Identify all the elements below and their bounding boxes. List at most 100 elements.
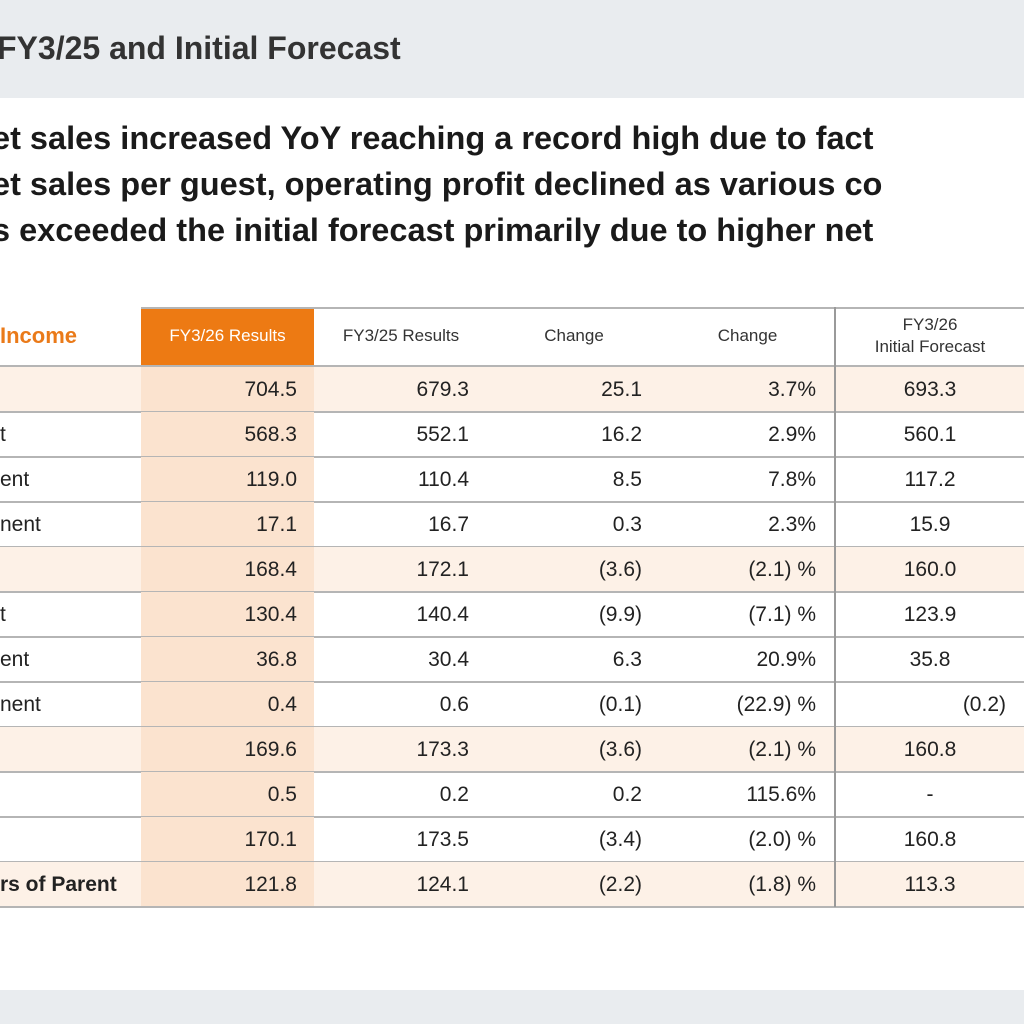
cell-forecast: 35.8 — [909, 647, 951, 671]
row-label: nent — [0, 512, 41, 536]
cell-change-percent: 20.9% — [756, 647, 816, 671]
cell-fy26: 704.5 — [141, 367, 314, 412]
cell-forecast: 15.9 — [909, 512, 951, 536]
row-divider — [0, 411, 1024, 413]
cell-change-amount: 8.5 — [612, 467, 642, 491]
cell-fy26: 568.3 — [141, 412, 314, 457]
section-label: Income — [0, 323, 78, 348]
header-divider — [0, 365, 1024, 367]
cell-forecast: 113.3 — [904, 872, 956, 896]
cell-forecast: 160.0 — [903, 557, 957, 581]
cell-fy25: 0.6 — [439, 692, 469, 716]
cell-fy26: 168.4 — [141, 547, 314, 592]
row-divider — [0, 501, 1024, 503]
row-label — [0, 547, 140, 592]
row-divider — [0, 771, 1024, 773]
row-divider — [0, 816, 1024, 818]
cell-change-percent: 2.3% — [768, 512, 816, 536]
row-label: rs of Parent — [0, 872, 117, 896]
cell-change-percent: 7.8% — [768, 467, 816, 491]
cell-forecast: 160.8 — [903, 827, 957, 851]
cell-change-percent: (22.9) % — [736, 692, 816, 716]
row-divider — [0, 681, 1024, 683]
header-fy25-results: FY3/25 Results — [342, 326, 460, 345]
row-label: ent — [0, 467, 30, 491]
row-label: ent — [0, 647, 30, 671]
cell-change-amount: 0.3 — [612, 512, 642, 536]
cell-fy25: 552.1 — [416, 422, 469, 446]
row-divider — [0, 456, 1024, 458]
cell-change-percent: 3.7% — [768, 377, 816, 401]
header-forecast-line2: Initial Forecast — [874, 337, 986, 356]
cell-change-percent: (2.1) % — [748, 557, 816, 581]
cell-forecast: 123.9 — [903, 602, 957, 626]
row-label — [0, 817, 140, 862]
row-divider — [0, 591, 1024, 593]
cell-fy25: 172.1 — [416, 557, 469, 581]
cell-fy25: 173.3 — [416, 737, 469, 761]
header-fy26-results: FY3/26 Results — [141, 307, 314, 365]
header-initial-forecast: FY3/26 Initial Forecast — [836, 307, 1024, 365]
summary-line: et sales per guest, operating profit dec… — [0, 166, 883, 202]
cell-change-percent: (1.8) % — [748, 872, 816, 896]
forecast-divider — [834, 307, 836, 907]
cell-forecast: 117.2 — [904, 467, 956, 491]
cell-change-percent: 115.6% — [746, 782, 816, 806]
cell-fy26: 0.5 — [141, 772, 314, 817]
cell-fy25: 16.7 — [428, 512, 469, 536]
cell-fy26: 119.0 — [141, 457, 314, 502]
footer-band — [0, 990, 1024, 1024]
summary-line: et sales increased YoY reaching a record… — [0, 120, 874, 156]
cell-change-percent: (2.1) % — [748, 737, 816, 761]
cell-fy26: 169.6 — [141, 727, 314, 772]
cell-fy25: 124.1 — [416, 872, 469, 896]
cell-change-amount: 6.3 — [612, 647, 642, 671]
row-label: t — [0, 422, 6, 446]
table-top-rule — [141, 307, 1024, 309]
row-label — [0, 772, 140, 817]
cell-change-percent: (2.0) % — [748, 827, 816, 851]
header-change-percent: Change — [717, 326, 778, 345]
row-label: t — [0, 602, 6, 626]
header-forecast-line1: FY3/26 — [902, 315, 958, 334]
cell-change-amount: (2.2) — [598, 872, 642, 896]
cell-fy26: 170.1 — [141, 817, 314, 862]
cell-change-amount: (3.4) — [598, 827, 642, 851]
row-divider — [0, 636, 1024, 638]
cell-fy26: 130.4 — [141, 592, 314, 637]
cell-change-percent: 2.9% — [768, 422, 816, 446]
row-label — [0, 367, 140, 412]
row-divider — [0, 906, 1024, 908]
cell-fy25: 0.2 — [439, 782, 469, 806]
cell-change-percent: (7.1) % — [748, 602, 816, 626]
slide-title: FY3/25 and Initial Forecast — [0, 30, 401, 66]
title-band: FY3/25 and Initial Forecast — [0, 0, 1024, 98]
cell-forecast: - — [926, 782, 934, 806]
cell-change-amount: (9.9) — [598, 602, 642, 626]
cell-fy26: 121.8 — [141, 862, 314, 907]
cell-fy26: 17.1 — [141, 502, 314, 547]
cell-fy25: 30.4 — [428, 647, 469, 671]
cell-change-amount: (0.1) — [598, 692, 642, 716]
cell-forecast: 560.1 — [903, 422, 957, 446]
header-change-amount: Change — [544, 326, 604, 345]
cell-forecast: (0.2) — [962, 692, 1006, 716]
cell-change-amount: 25.1 — [601, 377, 642, 401]
cell-fy25: 140.4 — [416, 602, 469, 626]
cell-fy26: 36.8 — [141, 637, 314, 682]
row-label: nent — [0, 692, 41, 716]
income-table: Income FY3/26 Results FY3/25 Results Cha… — [0, 307, 1024, 911]
cell-fy26: 0.4 — [141, 682, 314, 727]
cell-change-amount: (3.6) — [598, 557, 642, 581]
cell-change-amount: 0.2 — [612, 782, 642, 806]
cell-fy25: 110.4 — [418, 467, 469, 491]
summary-line: s exceeded the initial forecast primaril… — [0, 212, 874, 248]
cell-fy25: 679.3 — [416, 377, 469, 401]
cell-fy25: 173.5 — [416, 827, 469, 851]
cell-change-amount: (3.6) — [598, 737, 642, 761]
cell-forecast: 693.3 — [903, 377, 957, 401]
cell-forecast: 160.8 — [903, 737, 957, 761]
row-label — [0, 727, 140, 772]
cell-change-amount: 16.2 — [601, 422, 642, 446]
summary-text: et sales increased YoY reaching a record… — [0, 115, 1024, 253]
